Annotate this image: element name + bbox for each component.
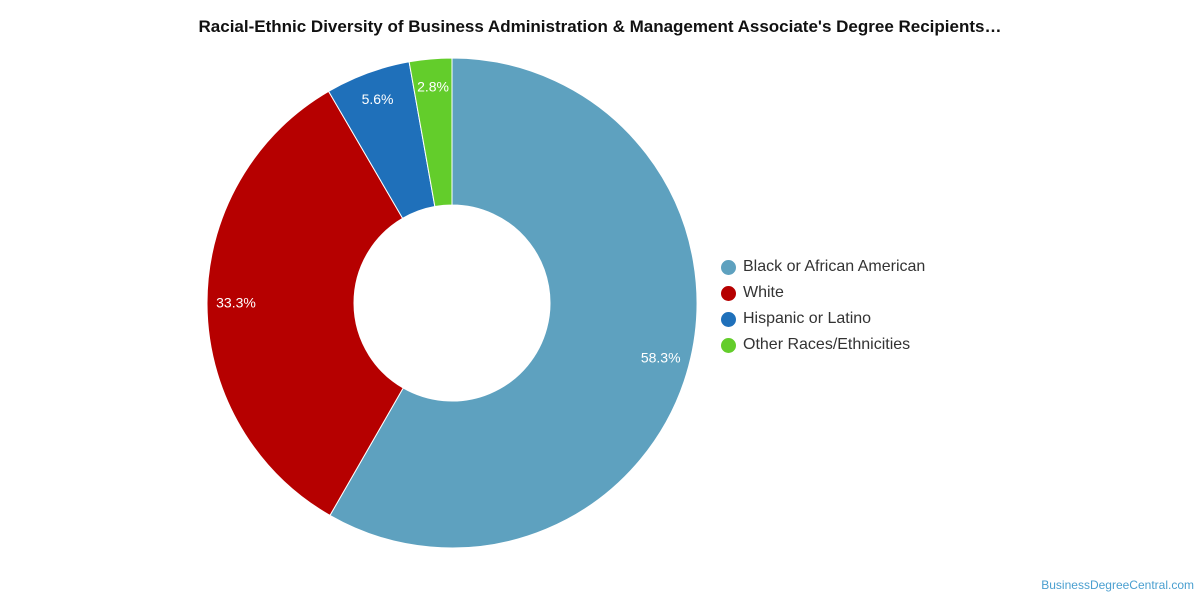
legend-item-2[interactable]: Hispanic or Latino [721, 306, 925, 332]
slice-1[interactable] [206, 90, 404, 517]
legend-swatch-3 [721, 337, 736, 353]
legend-item-0[interactable]: Black or African American [721, 254, 925, 280]
slice-label-0: 58.3% [641, 349, 681, 365]
slice-label-3: 2.8% [417, 79, 449, 95]
legend-item-1[interactable]: White [721, 280, 925, 306]
chart-title: Racial-Ethnic Diversity of Business Admi… [198, 17, 1002, 36]
legend-swatch-2 [721, 311, 736, 327]
legend-label-0: Black or African American [743, 258, 926, 275]
slice-0[interactable] [329, 57, 698, 549]
legend-label-1: White [743, 284, 784, 301]
legend: Black or African American White Hispanic o… [721, 254, 925, 358]
slices-group [206, 57, 698, 549]
slice-3[interactable] [408, 57, 453, 208]
source-credit[interactable]: BusinessDegreeCentral.com [1041, 578, 1194, 592]
slice-label-1: 33.3% [216, 294, 256, 310]
legend-swatch-0 [721, 259, 736, 275]
slice-label-2: 5.6% [362, 91, 394, 107]
slice-labels-group: 58.3% 33.3% 5.6% 2.8% [216, 79, 680, 366]
legend-item-3[interactable]: Other Races/Ethnicities [721, 332, 925, 358]
legend-label-3: Other Races/Ethnicities [743, 336, 911, 353]
legend-swatch-1 [721, 285, 736, 301]
legend-label-2: Hispanic or Latino [743, 310, 872, 327]
